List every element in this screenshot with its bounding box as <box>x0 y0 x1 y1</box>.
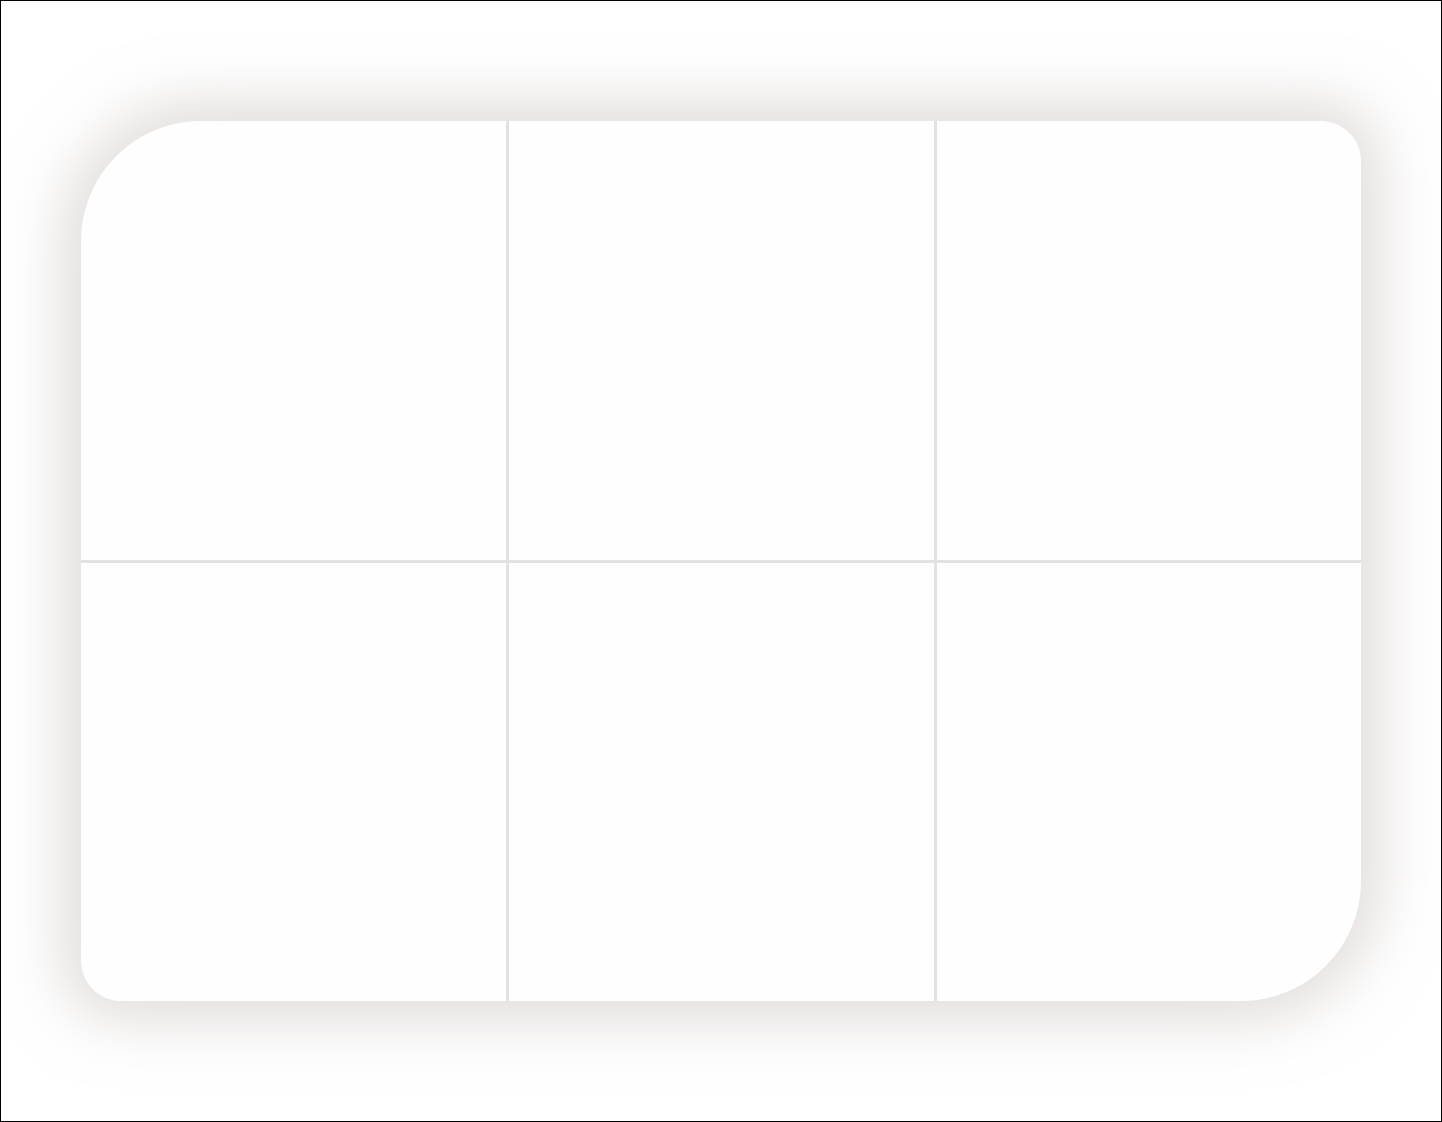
row-divider <box>81 560 1361 563</box>
grid-card <box>81 121 1361 1001</box>
grid-cell-1[interactable] <box>81 121 508 561</box>
grid-cell-6[interactable] <box>934 561 1361 1001</box>
grid-cell-5[interactable] <box>508 561 935 1001</box>
grid-cell-2[interactable] <box>508 121 935 561</box>
grid-cell-4[interactable] <box>81 561 508 1001</box>
grid-cell-3[interactable] <box>934 121 1361 561</box>
